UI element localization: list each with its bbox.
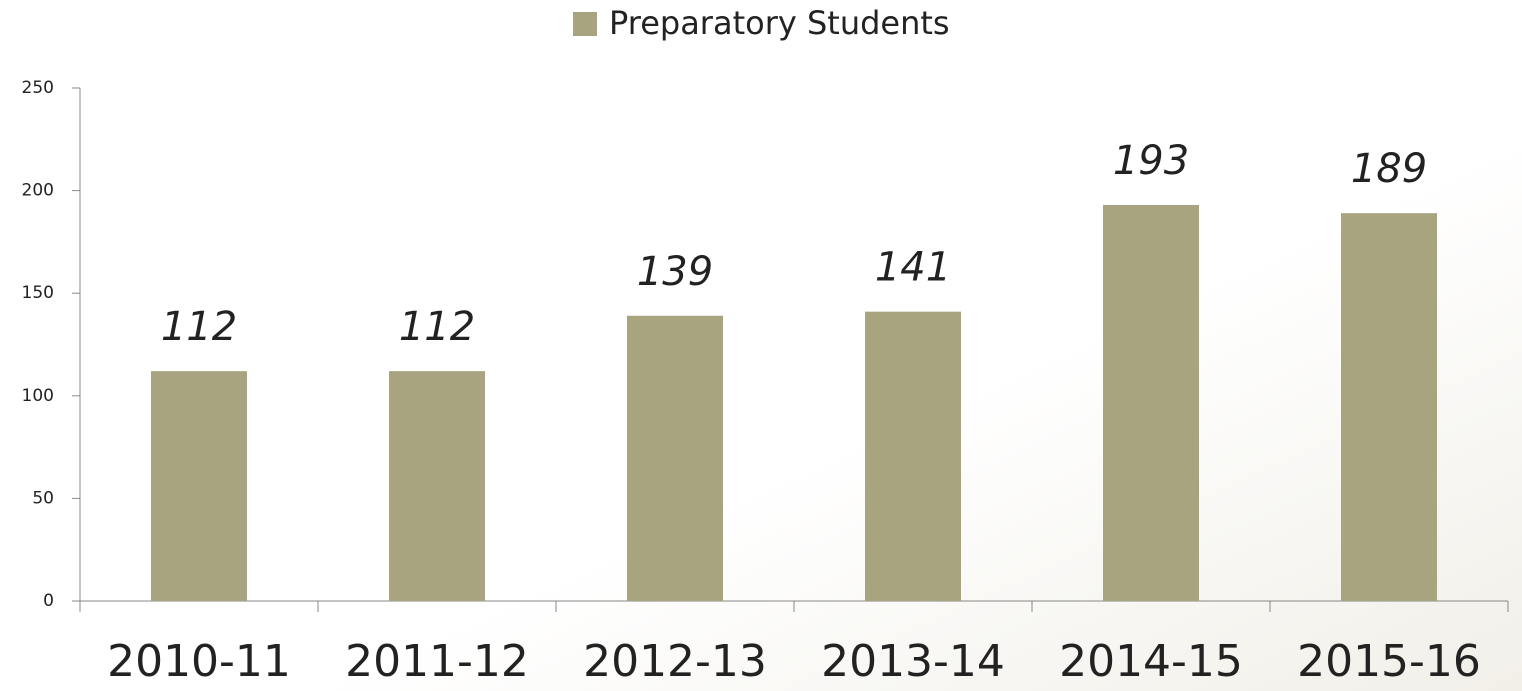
y-tick-label: 50 — [32, 488, 54, 508]
x-tick-label: 2015-16 — [1297, 636, 1481, 687]
y-tick-label: 150 — [22, 283, 54, 303]
data-label: 189 — [1351, 146, 1427, 192]
bar — [151, 371, 247, 601]
data-label: 112 — [161, 304, 237, 350]
bar — [865, 311, 961, 601]
y-tick-label: 200 — [22, 181, 54, 201]
bar — [1103, 204, 1199, 602]
x-tick-label: 2012-13 — [583, 636, 767, 687]
x-tick-label: 2013-14 — [821, 636, 1005, 687]
y-tick-label: 0 — [43, 591, 54, 611]
bar — [627, 315, 723, 601]
legend-label: Preparatory Students — [609, 4, 950, 42]
data-label: 141 — [875, 245, 951, 291]
data-label: 139 — [637, 249, 713, 295]
data-label: 193 — [1113, 138, 1189, 184]
data-label: 112 — [399, 304, 475, 350]
x-tick-label: 2010-11 — [107, 636, 291, 687]
bar — [1341, 213, 1437, 601]
legend-swatch — [573, 12, 597, 36]
y-tick-label: 250 — [22, 78, 54, 98]
x-tick-label: 2014-15 — [1059, 636, 1243, 687]
bar — [389, 371, 485, 601]
x-tick-label: 2011-12 — [345, 636, 529, 687]
y-tick-label: 100 — [22, 386, 54, 406]
